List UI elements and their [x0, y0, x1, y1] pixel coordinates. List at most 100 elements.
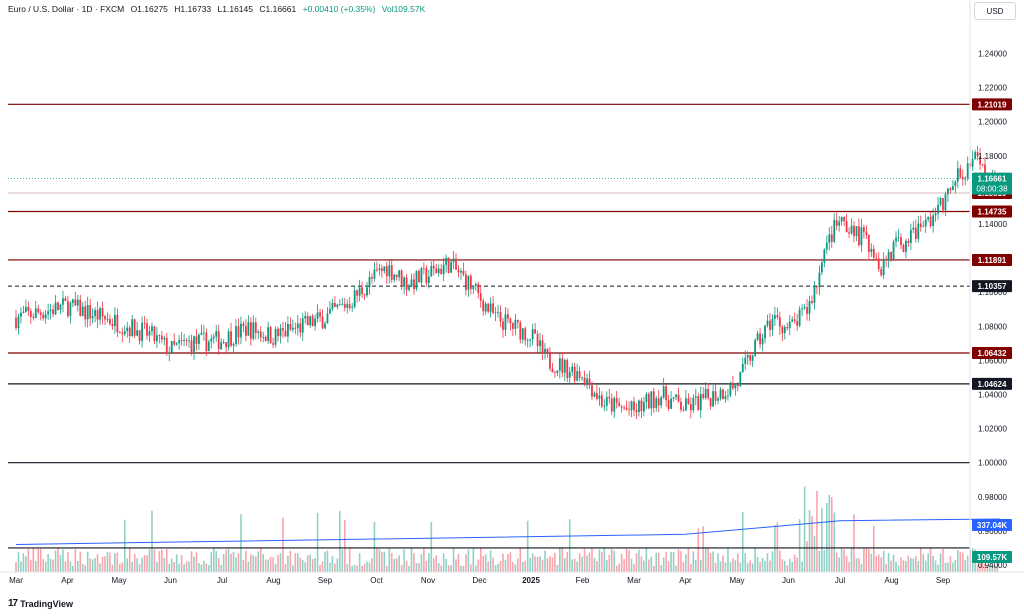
candle-body — [531, 329, 534, 340]
candle-body — [113, 314, 116, 327]
volume-bar — [282, 517, 284, 572]
volume-bar — [267, 559, 269, 572]
candle-body — [734, 383, 737, 389]
volume-bar — [699, 559, 702, 572]
volume-bar — [272, 557, 274, 572]
candle-body — [630, 401, 633, 411]
volume-bar — [759, 561, 761, 572]
volume-bar — [37, 548, 40, 572]
candle-body — [571, 366, 574, 372]
candle-body — [116, 314, 119, 333]
volume-bar — [630, 558, 633, 572]
volume-label-box — [972, 519, 1012, 531]
candle-body — [294, 327, 297, 329]
volume-bar — [104, 556, 106, 572]
volume-bar — [195, 552, 198, 572]
candle-body — [217, 331, 220, 350]
volume-bar — [806, 541, 808, 572]
candle-body — [257, 331, 260, 333]
volume-bar — [675, 565, 677, 572]
candle-body — [932, 215, 935, 227]
volume-bar — [816, 490, 818, 572]
volume-bar — [138, 564, 141, 572]
candle-body — [623, 407, 626, 409]
volume-bar — [269, 557, 272, 572]
volume-bar — [368, 562, 371, 572]
volume-bar — [680, 551, 682, 572]
candle-body — [788, 321, 791, 329]
candle-body — [101, 308, 104, 317]
volume-bar — [361, 565, 363, 572]
candle-body — [215, 331, 218, 337]
candle-body — [267, 327, 270, 341]
volume-bar — [502, 553, 504, 572]
volume-bar — [917, 561, 920, 572]
candle-body — [385, 266, 388, 277]
x-tick-label: Feb — [576, 576, 590, 585]
volume-bar — [257, 551, 260, 572]
candle-body — [415, 270, 418, 289]
volume-bar — [596, 561, 598, 572]
volume-bar — [645, 548, 648, 572]
candle-body — [549, 353, 551, 369]
candle-body — [776, 315, 779, 318]
candle-body — [954, 181, 957, 187]
volume-bar — [714, 562, 717, 572]
candle-body — [138, 330, 141, 341]
change-value: +0.00410 (+0.35%) — [302, 4, 376, 14]
volume-bar — [850, 547, 853, 572]
y-tick-label: 1.06000 — [978, 356, 1007, 365]
candle-body — [413, 279, 415, 289]
volume-bar — [240, 514, 242, 572]
currency-button[interactable]: USD — [974, 2, 1016, 20]
volume-bar — [133, 553, 136, 572]
volume-bar — [126, 558, 129, 572]
candle-body — [665, 386, 668, 401]
volume-bar — [474, 565, 477, 572]
y-tick-label: 1.00000 — [978, 459, 1007, 468]
candle-body — [907, 240, 910, 243]
candle-body — [168, 352, 171, 354]
volume-bar — [398, 555, 400, 572]
volume-bar — [719, 561, 722, 572]
volume-bar — [203, 560, 205, 572]
volume-bar — [410, 548, 413, 572]
candle-body — [309, 316, 312, 326]
candle-body — [240, 323, 242, 338]
candle-body — [699, 394, 702, 411]
candle-body — [781, 326, 784, 334]
candle-body — [895, 237, 897, 242]
candle-body — [840, 217, 843, 222]
candle-body — [361, 287, 363, 295]
volume-bar — [101, 556, 104, 572]
candle-body — [212, 336, 215, 339]
candle-body — [343, 303, 346, 308]
candle-body — [917, 223, 920, 239]
candle-body — [163, 337, 166, 340]
candle-body — [422, 268, 425, 270]
volume-bar — [123, 519, 126, 572]
candle-body — [956, 168, 959, 182]
candle-body — [529, 339, 532, 341]
symbol-title: Euro / U.S. Dollar · 1D · FXCM — [8, 4, 125, 14]
candle-body — [897, 237, 900, 239]
candle-body — [348, 304, 351, 308]
candle-body — [507, 314, 509, 319]
volume-bar — [633, 564, 635, 572]
level-label: 1.10357 — [978, 282, 1007, 291]
volume-bar — [455, 559, 457, 572]
volume-bar — [287, 555, 289, 572]
candle-body — [796, 320, 799, 326]
candle-body — [635, 410, 638, 413]
x-tick-label: Jun — [164, 576, 177, 585]
candle-body — [183, 340, 185, 341]
volume-bar — [526, 520, 529, 572]
candle-body — [818, 272, 821, 288]
tradingview-logo[interactable]: 17 TradingView — [8, 598, 73, 609]
candle-body — [76, 299, 79, 306]
volume-bar — [942, 548, 944, 572]
candle-body — [872, 248, 875, 258]
candle-body — [647, 393, 650, 409]
volume-bar — [193, 556, 195, 572]
